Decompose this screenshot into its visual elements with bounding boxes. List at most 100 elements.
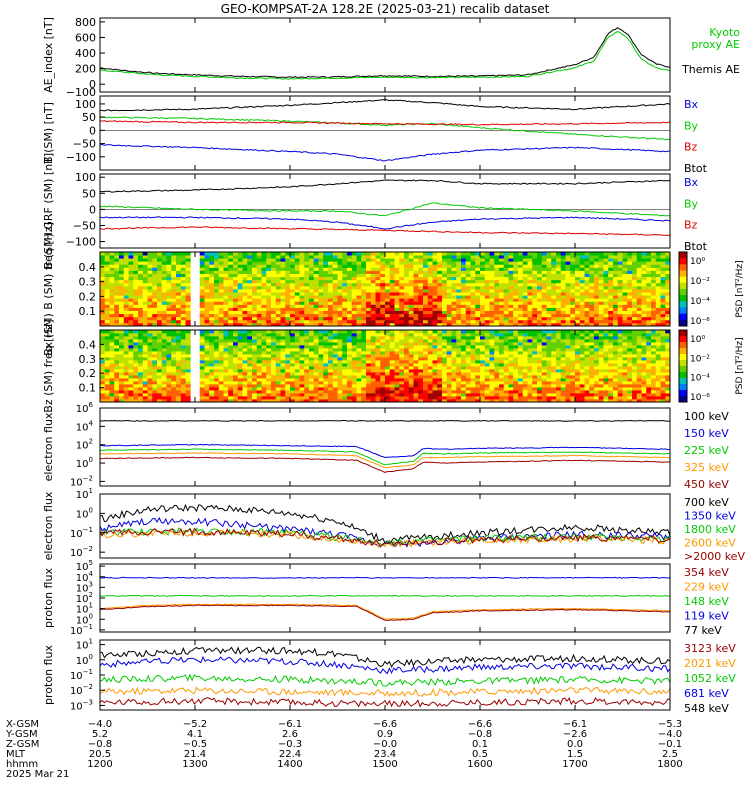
spectrogram-cell xyxy=(304,273,310,278)
spectrogram-cell xyxy=(223,381,229,385)
spectrogram-cell xyxy=(180,372,186,376)
spectrogram-cell xyxy=(665,267,671,271)
spectrogram-cell xyxy=(299,285,305,290)
spectrogram-cell xyxy=(266,399,272,403)
spectrogram-cell xyxy=(237,261,243,265)
spectrogram-cell xyxy=(494,396,500,400)
spectrogram-cell xyxy=(470,351,476,355)
spectrogram-cell xyxy=(641,273,647,278)
spectrogram-cell xyxy=(418,339,424,343)
spectrogram-cell xyxy=(356,384,362,388)
spectrogram-cell xyxy=(556,313,562,318)
spectrogram-cell xyxy=(366,357,372,361)
spectrogram-cell xyxy=(185,354,191,358)
spectrogram-cell xyxy=(461,360,467,364)
spectrogram-cell xyxy=(617,322,623,327)
spectrogram-cell xyxy=(617,289,623,293)
spectrogram-cell xyxy=(456,375,462,379)
spectrogram-cell xyxy=(185,387,191,391)
spectrogram-cell xyxy=(489,307,495,311)
spectrogram-cell xyxy=(537,255,543,259)
spectrogram-cell xyxy=(370,378,376,382)
spectrogram-cell xyxy=(370,396,376,400)
spectrogram-cell xyxy=(413,270,419,274)
legend-label: Btot xyxy=(684,162,708,175)
spectrogram-cell xyxy=(641,313,647,318)
spectrogram-cell xyxy=(437,372,443,376)
spectrogram-cell xyxy=(109,387,115,391)
spectrogram-cell xyxy=(375,276,381,281)
spectrogram-cell xyxy=(180,336,186,340)
spectrogram-cell xyxy=(332,387,338,391)
spectrogram-cell xyxy=(565,301,571,305)
spectrogram-cell xyxy=(166,387,172,391)
spectrogram-cell xyxy=(233,375,239,379)
spectrogram-cell xyxy=(456,273,462,278)
spectrogram-cell xyxy=(285,351,291,355)
spectrogram-cell xyxy=(252,363,258,367)
spectrogram-cell xyxy=(171,316,177,321)
spectrogram-cell xyxy=(323,279,329,284)
spectrogram-cell xyxy=(223,285,229,290)
spectrogram-cell xyxy=(290,261,296,265)
spectrogram-cell xyxy=(247,339,253,343)
spectrogram-cell xyxy=(261,279,267,284)
spectrogram-cell xyxy=(218,258,224,262)
spectrogram-cell xyxy=(176,313,182,318)
spectrogram-cell xyxy=(394,322,400,327)
spectrogram-cell xyxy=(451,285,457,290)
spectrogram-cell xyxy=(494,393,500,397)
spectrogram-cell xyxy=(309,313,315,318)
spectrogram-cell xyxy=(242,363,248,367)
spectrogram-cell xyxy=(579,316,585,321)
spectrogram-cell xyxy=(408,393,414,397)
spectrogram-cell xyxy=(266,304,272,308)
spectrogram-cell xyxy=(133,393,139,397)
spectrogram-cell xyxy=(347,399,353,403)
spectrogram-cell xyxy=(313,289,319,293)
spectrogram-cell xyxy=(442,292,448,296)
spectrogram-cell xyxy=(104,390,110,394)
spectrogram-cell xyxy=(299,298,305,302)
spectrogram-cell xyxy=(204,330,210,334)
spectrogram-cell xyxy=(408,282,414,287)
spectrogram-cell xyxy=(233,310,239,315)
spectrogram-cell xyxy=(351,396,357,400)
spectrogram-cell xyxy=(370,339,376,343)
spectrogram-cell xyxy=(332,330,338,334)
spectrogram-cell xyxy=(437,279,443,284)
spectrogram-cell xyxy=(375,333,381,337)
spectrogram-cell xyxy=(180,339,186,343)
spectrogram-cell xyxy=(171,360,177,364)
spectrogram-cell xyxy=(541,273,547,278)
spectrogram-cell xyxy=(627,319,633,324)
spectrogram-cell xyxy=(342,360,348,364)
spectrogram-cell xyxy=(570,276,576,281)
spectrogram-cell xyxy=(470,345,476,349)
spectrogram-cell xyxy=(413,310,419,315)
spectrogram-cell xyxy=(461,375,467,379)
spectrogram-cell xyxy=(294,366,300,370)
spectrogram-cell xyxy=(285,369,291,373)
spectrogram-cell xyxy=(133,375,139,379)
spectrogram-cell xyxy=(152,360,158,364)
spectrogram-cell xyxy=(404,273,410,278)
spectrogram-cell xyxy=(128,319,134,324)
spectrogram-cell xyxy=(532,319,538,324)
spectrogram-cell xyxy=(589,276,595,281)
spectrogram-cell xyxy=(252,396,258,400)
spectrogram-cell xyxy=(247,310,253,315)
spectrogram-cell xyxy=(660,307,666,311)
spectrogram-cell xyxy=(233,258,239,262)
spectrogram-cell xyxy=(494,285,500,290)
spectrogram-cell xyxy=(527,310,533,315)
spectrogram-cell xyxy=(157,304,163,308)
spectrogram-cell xyxy=(366,279,372,284)
spectrogram-cell xyxy=(214,384,220,388)
spectrogram-cell xyxy=(565,258,571,262)
spectrogram-cell xyxy=(622,255,628,259)
spectrogram-cell xyxy=(532,261,538,265)
spectrogram-cell xyxy=(304,258,310,262)
spectrogram-cell xyxy=(522,313,528,318)
spectrogram-cell xyxy=(494,390,500,394)
